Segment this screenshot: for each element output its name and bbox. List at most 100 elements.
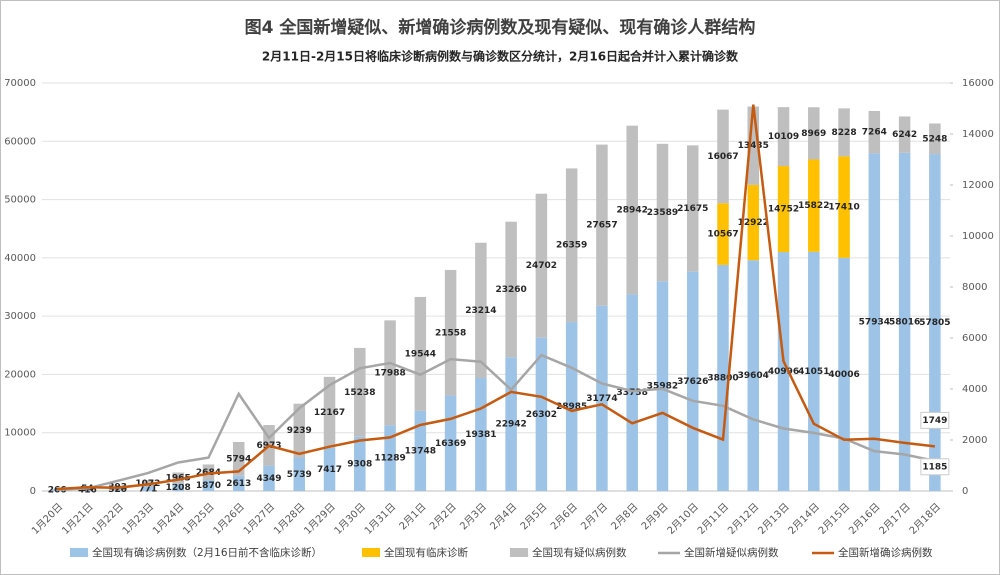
bar bbox=[868, 153, 881, 491]
value-label: 7417 bbox=[317, 465, 342, 475]
bar bbox=[656, 281, 669, 491]
bar bbox=[172, 483, 184, 491]
value-label: 15822 bbox=[798, 201, 829, 211]
bar bbox=[777, 252, 790, 491]
bar bbox=[656, 143, 669, 282]
value-label: 31774 bbox=[586, 394, 617, 404]
value-label: 21558 bbox=[435, 328, 466, 338]
value-label: 1208 bbox=[166, 483, 191, 493]
value-label: 12167 bbox=[314, 408, 345, 418]
bar bbox=[354, 436, 366, 491]
bar bbox=[626, 125, 638, 295]
bar bbox=[323, 376, 336, 448]
value-label: 26302 bbox=[526, 410, 557, 420]
value-label: 35982 bbox=[647, 382, 678, 392]
value-label: 33738 bbox=[617, 388, 648, 398]
bar bbox=[838, 257, 850, 491]
bar bbox=[232, 441, 245, 476]
bar bbox=[565, 322, 578, 491]
end-label-box bbox=[920, 458, 950, 476]
bar bbox=[838, 156, 850, 258]
bar bbox=[626, 294, 638, 491]
bar bbox=[535, 193, 548, 338]
value-label: 14752 bbox=[768, 205, 799, 215]
bar bbox=[323, 447, 336, 491]
bar bbox=[384, 425, 396, 491]
line bbox=[57, 353, 936, 491]
value-label: 771 bbox=[139, 484, 158, 494]
value-label: 28985 bbox=[556, 402, 587, 412]
bar bbox=[717, 264, 729, 491]
value-label: 13435 bbox=[738, 141, 769, 151]
bar bbox=[898, 152, 911, 491]
value-label: 40996 bbox=[768, 367, 799, 377]
bar bbox=[717, 203, 729, 265]
bar bbox=[686, 145, 699, 272]
y-tick-label: 20000 bbox=[4, 369, 36, 380]
bar bbox=[263, 465, 275, 491]
value-label: 16067 bbox=[707, 152, 738, 162]
value-label: 39604 bbox=[738, 371, 769, 381]
bar bbox=[202, 480, 215, 491]
bar bbox=[444, 395, 457, 491]
value-label: 12922 bbox=[738, 218, 769, 228]
y-tick-label: 0 bbox=[30, 486, 36, 497]
bar bbox=[777, 166, 790, 253]
value-label: 21675 bbox=[677, 204, 708, 214]
bar bbox=[111, 487, 124, 491]
bar bbox=[717, 109, 729, 204]
bar bbox=[444, 269, 457, 396]
value-label: 7264 bbox=[862, 128, 887, 138]
bar bbox=[808, 159, 820, 252]
bar bbox=[898, 116, 911, 153]
value-label: 266 bbox=[48, 486, 67, 496]
bar bbox=[596, 144, 608, 306]
bar bbox=[686, 271, 699, 491]
bar bbox=[384, 320, 396, 426]
value-label: 28942 bbox=[617, 206, 648, 216]
bar bbox=[596, 305, 608, 491]
value-label: 23589 bbox=[647, 208, 678, 218]
value-label: 27657 bbox=[586, 221, 617, 231]
y2-tick-label: 6000 bbox=[962, 333, 987, 344]
y2-tick-label: 14000 bbox=[962, 129, 994, 140]
bar bbox=[565, 168, 578, 323]
bar bbox=[414, 410, 427, 491]
value-label: 10567 bbox=[707, 230, 738, 240]
bar bbox=[505, 357, 517, 491]
value-label: 5739 bbox=[287, 470, 312, 480]
bar bbox=[505, 221, 517, 358]
bar bbox=[475, 242, 487, 379]
bar bbox=[929, 123, 941, 155]
value-label: 23214 bbox=[465, 306, 496, 316]
legend-label: 全国现有临床诊断 bbox=[384, 546, 468, 559]
y2-tick-label: 8000 bbox=[962, 282, 987, 293]
value-label: 11289 bbox=[374, 454, 405, 464]
value-label: 10109 bbox=[768, 132, 799, 142]
value-label: 9239 bbox=[287, 426, 312, 436]
value-label: 26359 bbox=[556, 241, 587, 251]
value-label: 57805 bbox=[919, 318, 950, 328]
value-label: 37626 bbox=[677, 377, 708, 387]
legend-label: 全国现有疑似病例数 bbox=[532, 546, 627, 559]
y-tick-label: 70000 bbox=[4, 78, 36, 89]
bar bbox=[293, 403, 306, 458]
legend-label: 全国新增疑似病例数 bbox=[684, 546, 779, 559]
bar bbox=[838, 108, 850, 157]
value-label: 8228 bbox=[832, 128, 857, 138]
chart-title: 图4 全国新增疑似、新增确诊病例数及现有疑似、现有确诊人群结构 bbox=[245, 17, 756, 38]
line bbox=[57, 104, 936, 491]
bar bbox=[808, 107, 820, 160]
bar bbox=[354, 347, 366, 437]
bar bbox=[808, 251, 820, 491]
value-label: 38800 bbox=[707, 373, 738, 383]
bar bbox=[232, 475, 245, 491]
value-label: 4349 bbox=[256, 474, 281, 484]
value-label: 15238 bbox=[344, 388, 375, 398]
y2-tick-label: 0 bbox=[962, 486, 968, 497]
bar bbox=[868, 110, 881, 154]
value-label: 58016 bbox=[889, 317, 920, 327]
chart-subtitle: 2月11日-2月15日将临床诊断病例数与确诊数区分统计，2月16日起合并计入累计… bbox=[262, 49, 739, 64]
value-label: 6242 bbox=[892, 130, 917, 140]
